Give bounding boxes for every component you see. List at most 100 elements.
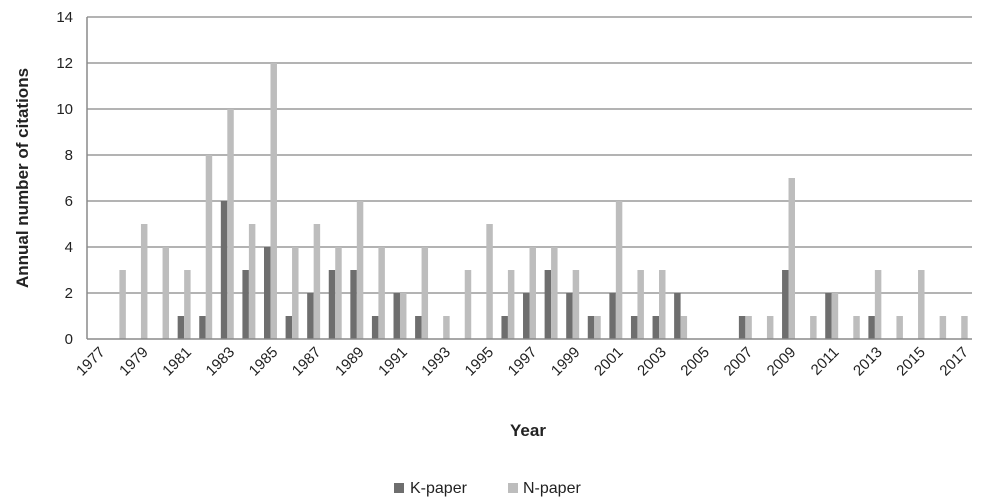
bar-k-paper-2007 — [738, 316, 746, 339]
x-tick-label-2015: 2015 — [893, 344, 929, 380]
bar-n-paper-2004 — [680, 316, 688, 339]
bar-k-paper-1985 — [264, 247, 271, 339]
x-tick-label-1983: 1983 — [203, 344, 239, 380]
bar-k-paper-2002 — [630, 316, 638, 339]
bar-n-paper-2008 — [766, 316, 774, 339]
y-tick-label-10: 10 — [56, 101, 73, 118]
bar-n-paper-1989 — [356, 201, 364, 339]
bar-n-paper-2007 — [745, 316, 752, 339]
x-tick-label-2011: 2011 — [808, 344, 843, 379]
x-tick-label-1977: 1977 — [73, 344, 109, 380]
bar-n-paper-1992 — [421, 247, 429, 339]
x-tick-label-2005: 2005 — [677, 344, 713, 380]
bar-n-paper-1999 — [572, 270, 580, 339]
x-tick-label-2003: 2003 — [634, 344, 670, 380]
bar-k-paper-2003 — [652, 316, 660, 339]
bar-k-paper-1996 — [501, 316, 508, 339]
y-tick-label-0: 0 — [65, 331, 73, 348]
y-axis-title: Annual number of citations — [13, 68, 32, 288]
y-tick-label-12: 12 — [56, 55, 73, 72]
y-tick-label-4: 4 — [65, 239, 73, 256]
bar-n-paper-2002 — [637, 270, 644, 339]
x-tick-label-1987: 1987 — [289, 344, 325, 380]
bar-n-paper-2001 — [615, 201, 623, 339]
x-tick-label-2017: 2017 — [936, 344, 972, 380]
bar-n-paper-2000 — [594, 316, 601, 339]
bar-n-paper-1984 — [248, 224, 256, 339]
bar-k-paper-1987 — [307, 293, 314, 339]
x-tick-label-1991: 1991 — [375, 344, 411, 380]
bar-k-paper-1986 — [285, 316, 293, 339]
bar-n-paper-2016 — [939, 316, 947, 339]
bar-k-paper-2001 — [609, 293, 616, 339]
bar-k-paper-1997 — [523, 293, 530, 339]
x-tick-label-1989: 1989 — [332, 344, 368, 380]
x-tick-label-2001: 2001 — [591, 344, 627, 380]
x-tick-label-1993: 1993 — [418, 344, 454, 380]
bar-n-paper-1987 — [313, 224, 321, 339]
x-tick-label-1995: 1995 — [462, 344, 498, 380]
y-tick-label-6: 6 — [65, 193, 73, 210]
y-tick-label-2: 2 — [65, 285, 73, 302]
bar-k-paper-2011 — [825, 293, 832, 339]
bar-n-paper-2011 — [831, 293, 839, 339]
bar-k-paper-1988 — [328, 270, 336, 339]
bar-n-paper-1993 — [443, 316, 450, 339]
x-tick-label-1981: 1981 — [159, 344, 195, 380]
bar-n-paper-1979 — [140, 224, 148, 339]
bar-k-paper-1990 — [371, 316, 379, 339]
legend-label-n-paper: N-paper — [523, 480, 581, 497]
bar-n-paper-1985 — [270, 63, 277, 339]
bar-k-paper-2009 — [782, 270, 789, 339]
bar-k-paper-1984 — [242, 270, 249, 339]
gridlines — [87, 16, 972, 294]
bar-k-paper-2004 — [674, 293, 681, 339]
bar-k-paper-1982 — [199, 316, 206, 339]
bar-n-paper-1996 — [507, 270, 515, 339]
axes-group — [86, 17, 972, 340]
bar-n-paper-1991 — [399, 293, 407, 339]
bar-n-paper-2003 — [659, 270, 666, 339]
bar-k-paper-1999 — [566, 293, 573, 339]
x-tick-labels: 1977 1979 1981 1983 1985 1987 1989 1991 1993 1995… — [73, 344, 972, 380]
bar-n-paper-2010 — [810, 316, 817, 339]
y-tick-labels: 0 2 4 6 8 10 12 14 — [56, 9, 73, 348]
legend-label-k-paper: K-paper — [410, 480, 468, 497]
bar-k-paper-1989 — [350, 270, 357, 339]
x-axis-title: Year — [510, 421, 546, 440]
x-tick-label-1979: 1979 — [116, 344, 152, 380]
bar-k-paper-2013 — [868, 316, 875, 339]
x-tick-label-1997: 1997 — [505, 344, 541, 380]
bar-n-paper-1980 — [162, 247, 170, 339]
bar-k-paper-2000 — [587, 316, 595, 339]
x-tick-label-2009: 2009 — [764, 344, 800, 380]
bars-group — [119, 63, 968, 339]
bar-k-paper-1983 — [220, 201, 228, 339]
bar-n-paper-1986 — [292, 247, 299, 339]
y-tick-label-14: 14 — [56, 9, 73, 26]
bar-n-paper-1995 — [486, 224, 493, 339]
x-tick-label-1999: 1999 — [548, 344, 584, 380]
y-tick-label-8: 8 — [65, 147, 73, 164]
bar-k-paper-1991 — [393, 293, 400, 339]
legend-swatch-k-paper — [394, 483, 404, 493]
x-tick-label-2007: 2007 — [721, 344, 757, 380]
bar-n-paper-1988 — [335, 247, 342, 339]
bar-n-paper-1982 — [205, 155, 213, 339]
bar-k-paper-1998 — [544, 270, 552, 339]
legend: K-paper N-paper — [394, 480, 581, 497]
bar-n-paper-2009 — [788, 178, 795, 339]
bar-n-paper-1997 — [529, 247, 536, 339]
bar-k-paper-1992 — [415, 316, 422, 339]
legend-swatch-n-paper — [508, 483, 518, 493]
x-tick-label-1985: 1985 — [246, 344, 282, 380]
bar-n-paper-1983 — [227, 109, 234, 339]
bar-n-paper-2014 — [896, 316, 903, 339]
bar-n-paper-2017 — [961, 316, 968, 339]
bar-n-paper-1978 — [119, 270, 126, 339]
bar-k-paper-1981 — [177, 316, 185, 339]
bar-n-paper-2013 — [874, 270, 882, 339]
bar-n-paper-1981 — [184, 270, 191, 339]
bar-n-paper-1990 — [378, 247, 385, 339]
